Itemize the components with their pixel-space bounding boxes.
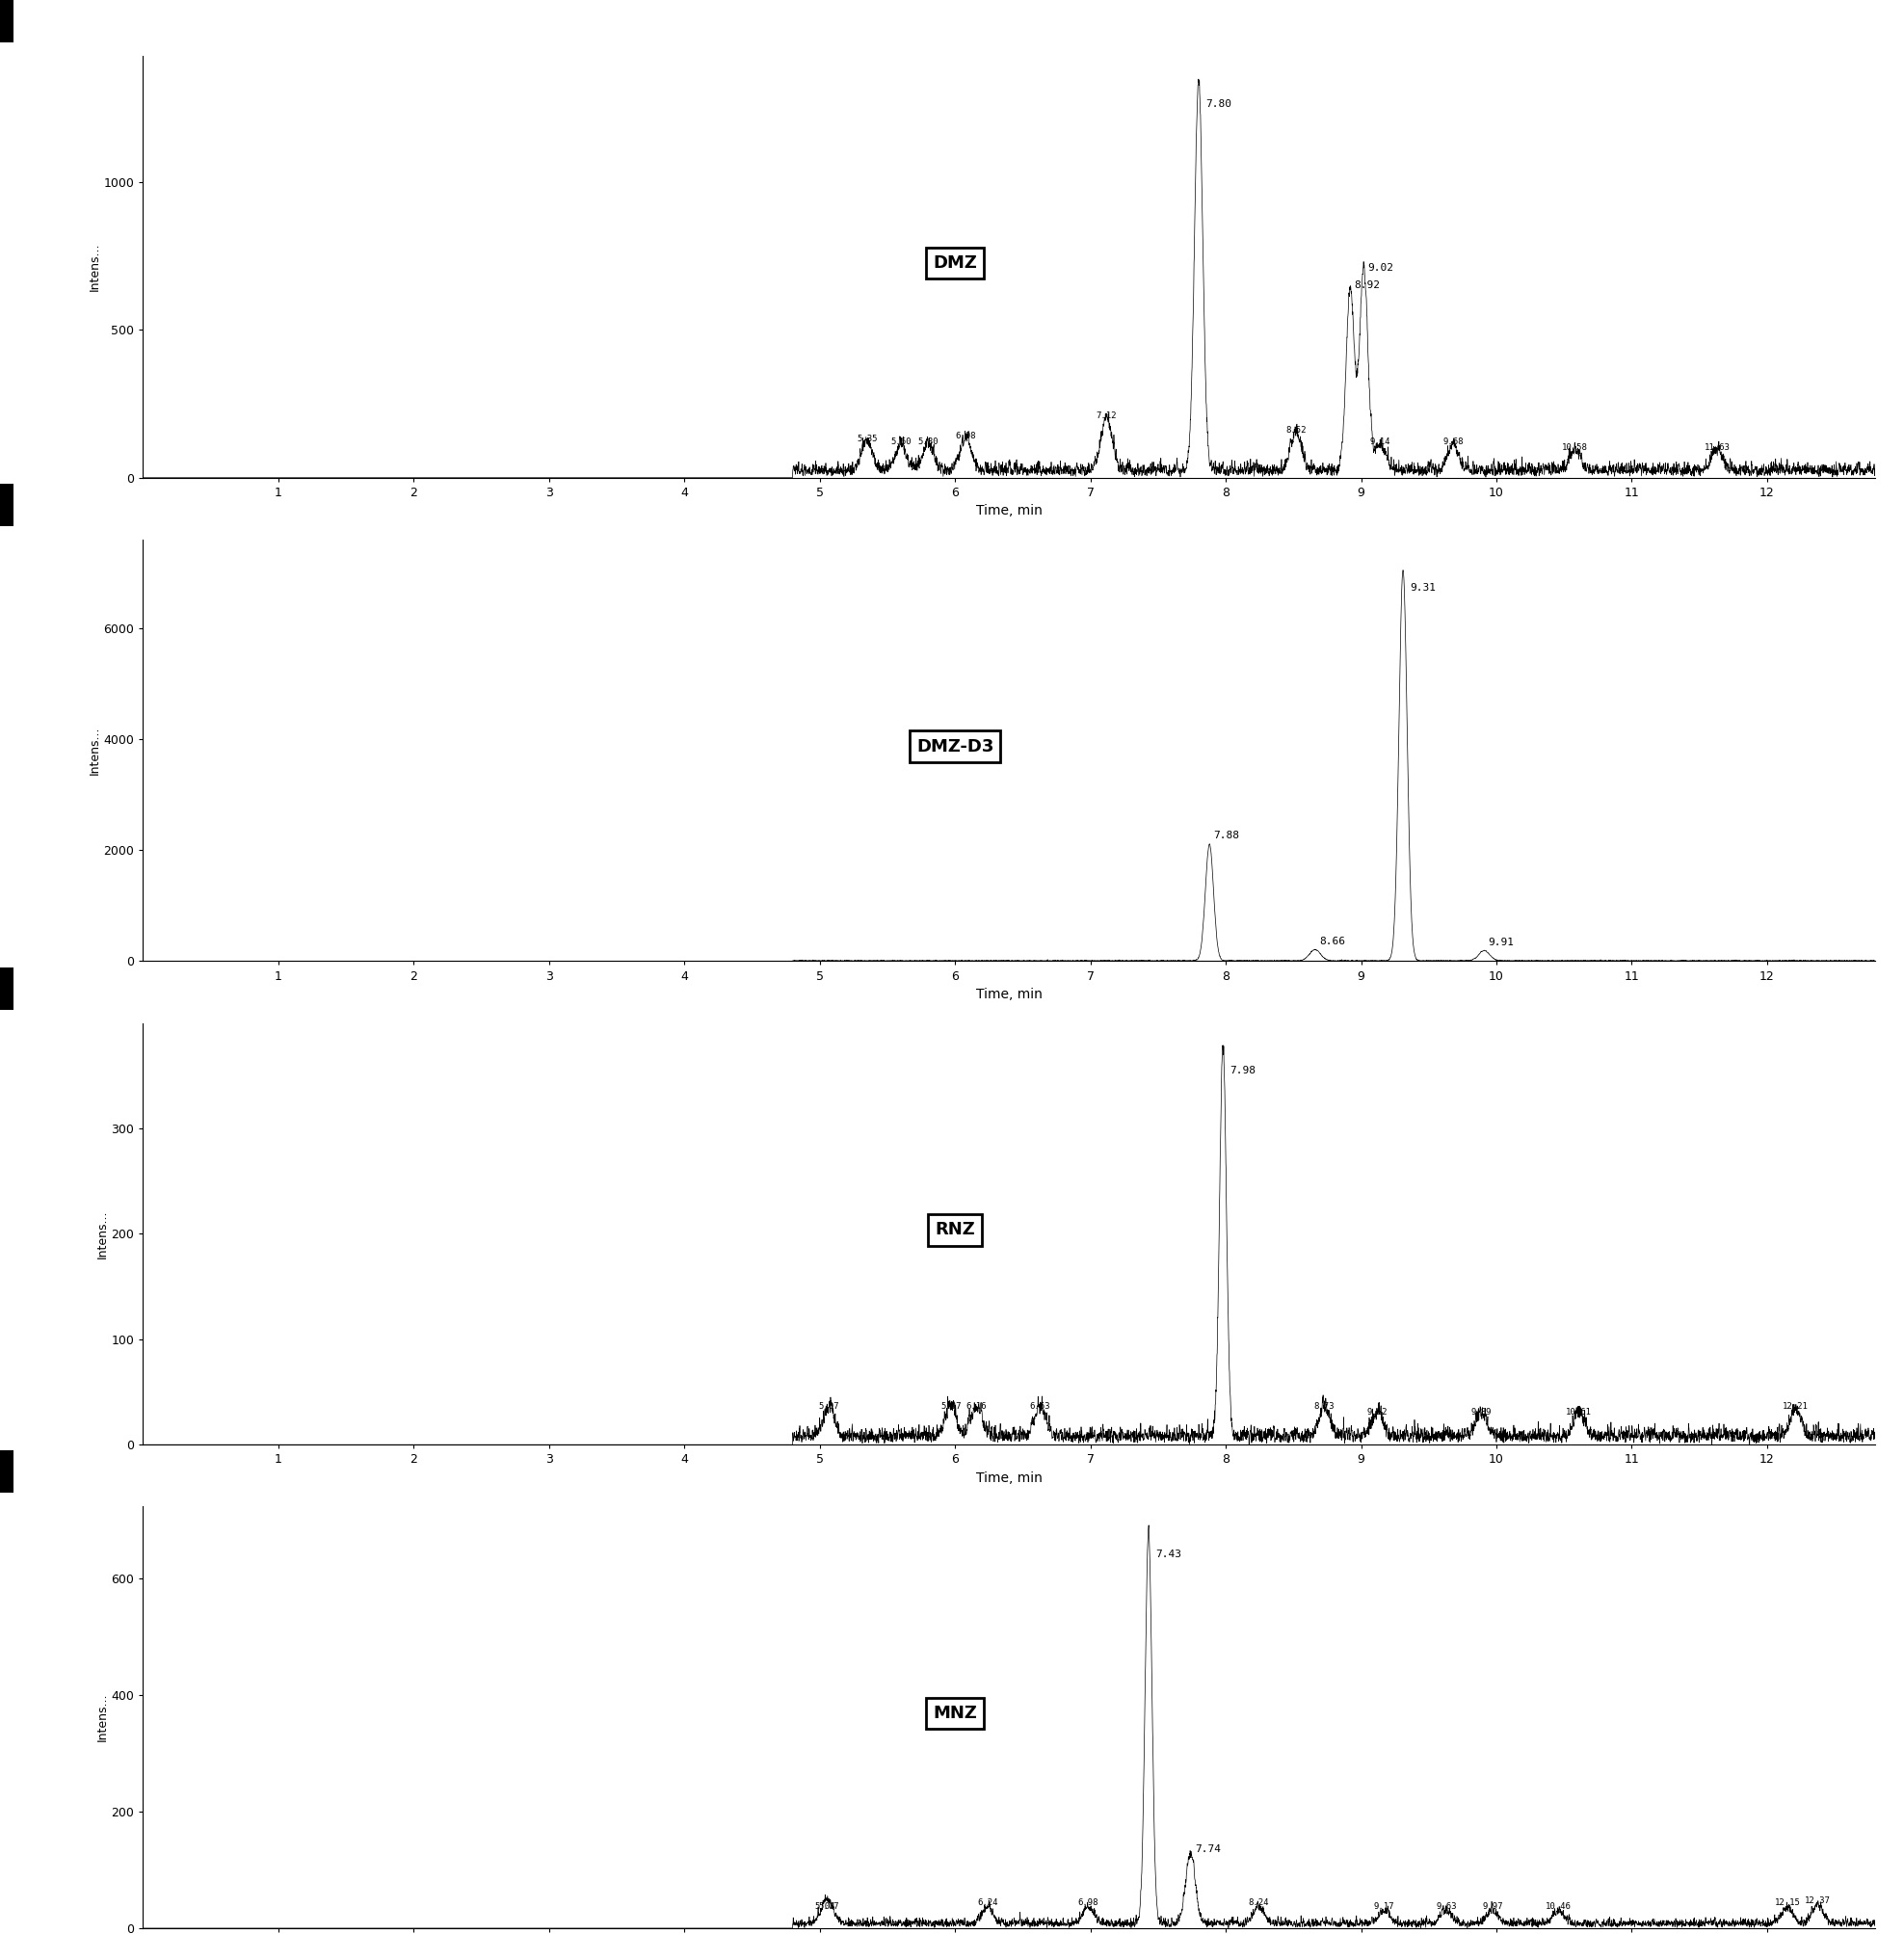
Text: 9.89: 9.89 — [1472, 1408, 1493, 1418]
Text: Max. 370.0 cps.: Max. 370.0 cps. — [1792, 984, 1881, 992]
Y-axis label: Intens...: Intens... — [88, 242, 101, 292]
Bar — [0, 1450, 13, 1493]
Text: 6.16: 6.16 — [965, 1402, 986, 1410]
Text: Max. 1320.0 cps.: Max. 1320.0 cps. — [1784, 17, 1881, 25]
Text: 8.24: 8.24 — [1247, 1899, 1268, 1907]
Text: 8.52: 8.52 — [1285, 425, 1306, 435]
Text: 9.63: 9.63 — [1436, 1901, 1457, 1911]
Text: 7.80: 7.80 — [1205, 99, 1232, 108]
Text: Max. 670.0 cps.: Max. 670.0 cps. — [1792, 1468, 1881, 1476]
Text: 9.31: 9.31 — [1409, 582, 1436, 592]
Text: 9.14: 9.14 — [1369, 437, 1390, 447]
Text: 9.17: 9.17 — [1373, 1901, 1394, 1911]
Text: 5.80: 5.80 — [918, 437, 939, 447]
Text: 6.98: 6.98 — [1078, 1899, 1099, 1907]
Y-axis label: Intens...: Intens... — [95, 1692, 109, 1743]
X-axis label: Time, min: Time, min — [977, 505, 1041, 518]
Text: 5.35: 5.35 — [857, 435, 878, 443]
Text: 5.04: 5.04 — [815, 1901, 836, 1911]
Text: 7.12: 7.12 — [1097, 412, 1118, 420]
Text: 6.24: 6.24 — [977, 1899, 998, 1907]
Text: 12.21: 12.21 — [1782, 1402, 1809, 1410]
Text: 10.58: 10.58 — [1561, 443, 1588, 453]
Text: 6.08: 6.08 — [956, 431, 977, 441]
Text: 5.07: 5.07 — [819, 1901, 840, 1911]
Text: 12.37: 12.37 — [1805, 1895, 1830, 1905]
Text: 5.60: 5.60 — [891, 437, 912, 447]
Text: 9.12: 9.12 — [1367, 1408, 1388, 1418]
Text: 7.88: 7.88 — [1213, 832, 1240, 841]
Text: 9.68: 9.68 — [1443, 437, 1464, 447]
Y-axis label: Intens...: Intens... — [95, 1209, 109, 1259]
Text: 8.92: 8.92 — [1354, 280, 1380, 290]
Text: 10.46: 10.46 — [1546, 1901, 1571, 1911]
Bar — [0, 484, 13, 526]
Text: XIC of +MRM (9 pairs): 172.2/128.1 amu from Sample 2 (Y0.2) of 090830-NMS.wiff (: XIC of +MRM (9 pairs): 172.2/128.1 amu f… — [23, 1468, 588, 1476]
Text: 7.98: 7.98 — [1230, 1066, 1257, 1075]
Text: 11.63: 11.63 — [1704, 443, 1731, 453]
Bar — [0, 0, 13, 43]
X-axis label: Time, min: Time, min — [977, 1472, 1041, 1485]
X-axis label: Time, min: Time, min — [977, 988, 1041, 1002]
Text: 12.15: 12.15 — [1775, 1899, 1801, 1907]
Text: 8.66: 8.66 — [1319, 936, 1344, 946]
Text: 9.97: 9.97 — [1481, 1901, 1502, 1911]
Text: XIC of +MRM (9 pairs): 142.2/96.2 amu from Sample 2 (Y0.2) of 090830-NMS.wiff (T: XIC of +MRM (9 pairs): 142.2/96.2 amu fr… — [23, 17, 583, 25]
Text: MNZ: MNZ — [933, 1704, 977, 1721]
Text: XIC of +MRM (9 pairs): 201.2/140.3 amu from Sample 2 (Y0.2) of 090830-NMS.wiff (: XIC of +MRM (9 pairs): 201.2/140.3 amu f… — [23, 984, 588, 992]
Bar — [0, 967, 13, 1010]
Text: 7.74: 7.74 — [1194, 1845, 1220, 1855]
Text: DMZ-D3: DMZ-D3 — [916, 737, 994, 754]
Text: Max. 7030.0 cps.: Max. 7030.0 cps. — [1784, 501, 1881, 509]
Text: DMZ: DMZ — [933, 253, 977, 271]
Text: 5.07: 5.07 — [819, 1402, 840, 1410]
Y-axis label: Intens...: Intens... — [88, 725, 101, 776]
Text: 9.02: 9.02 — [1367, 263, 1394, 273]
Text: XIC of +MRM (9 pairs): 145.2/99.1 amu from Sample 2 (Y0.2) of 090830-NMS.wiff (T: XIC of +MRM (9 pairs): 145.2/99.1 amu fr… — [23, 501, 583, 509]
Text: 9.91: 9.91 — [1489, 938, 1514, 948]
Text: RNZ: RNZ — [935, 1220, 975, 1238]
Text: 8.73: 8.73 — [1314, 1402, 1335, 1410]
Text: 6.63: 6.63 — [1030, 1402, 1051, 1410]
Text: 5.97: 5.97 — [941, 1402, 962, 1410]
Text: 10.61: 10.61 — [1567, 1408, 1592, 1418]
Text: 7.43: 7.43 — [1156, 1549, 1180, 1559]
